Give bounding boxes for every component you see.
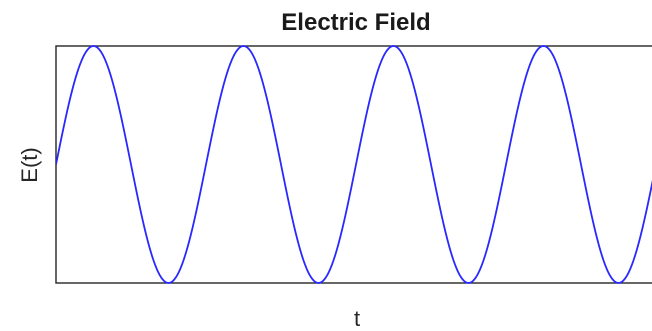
series-layer [56, 45, 652, 284]
y-axis-label: E(t) [17, 147, 42, 182]
plot-area [55, 45, 652, 284]
chart-title: Electric Field [281, 9, 430, 36]
x-axis-label: t [354, 306, 360, 331]
series-line-0 [56, 45, 652, 284]
